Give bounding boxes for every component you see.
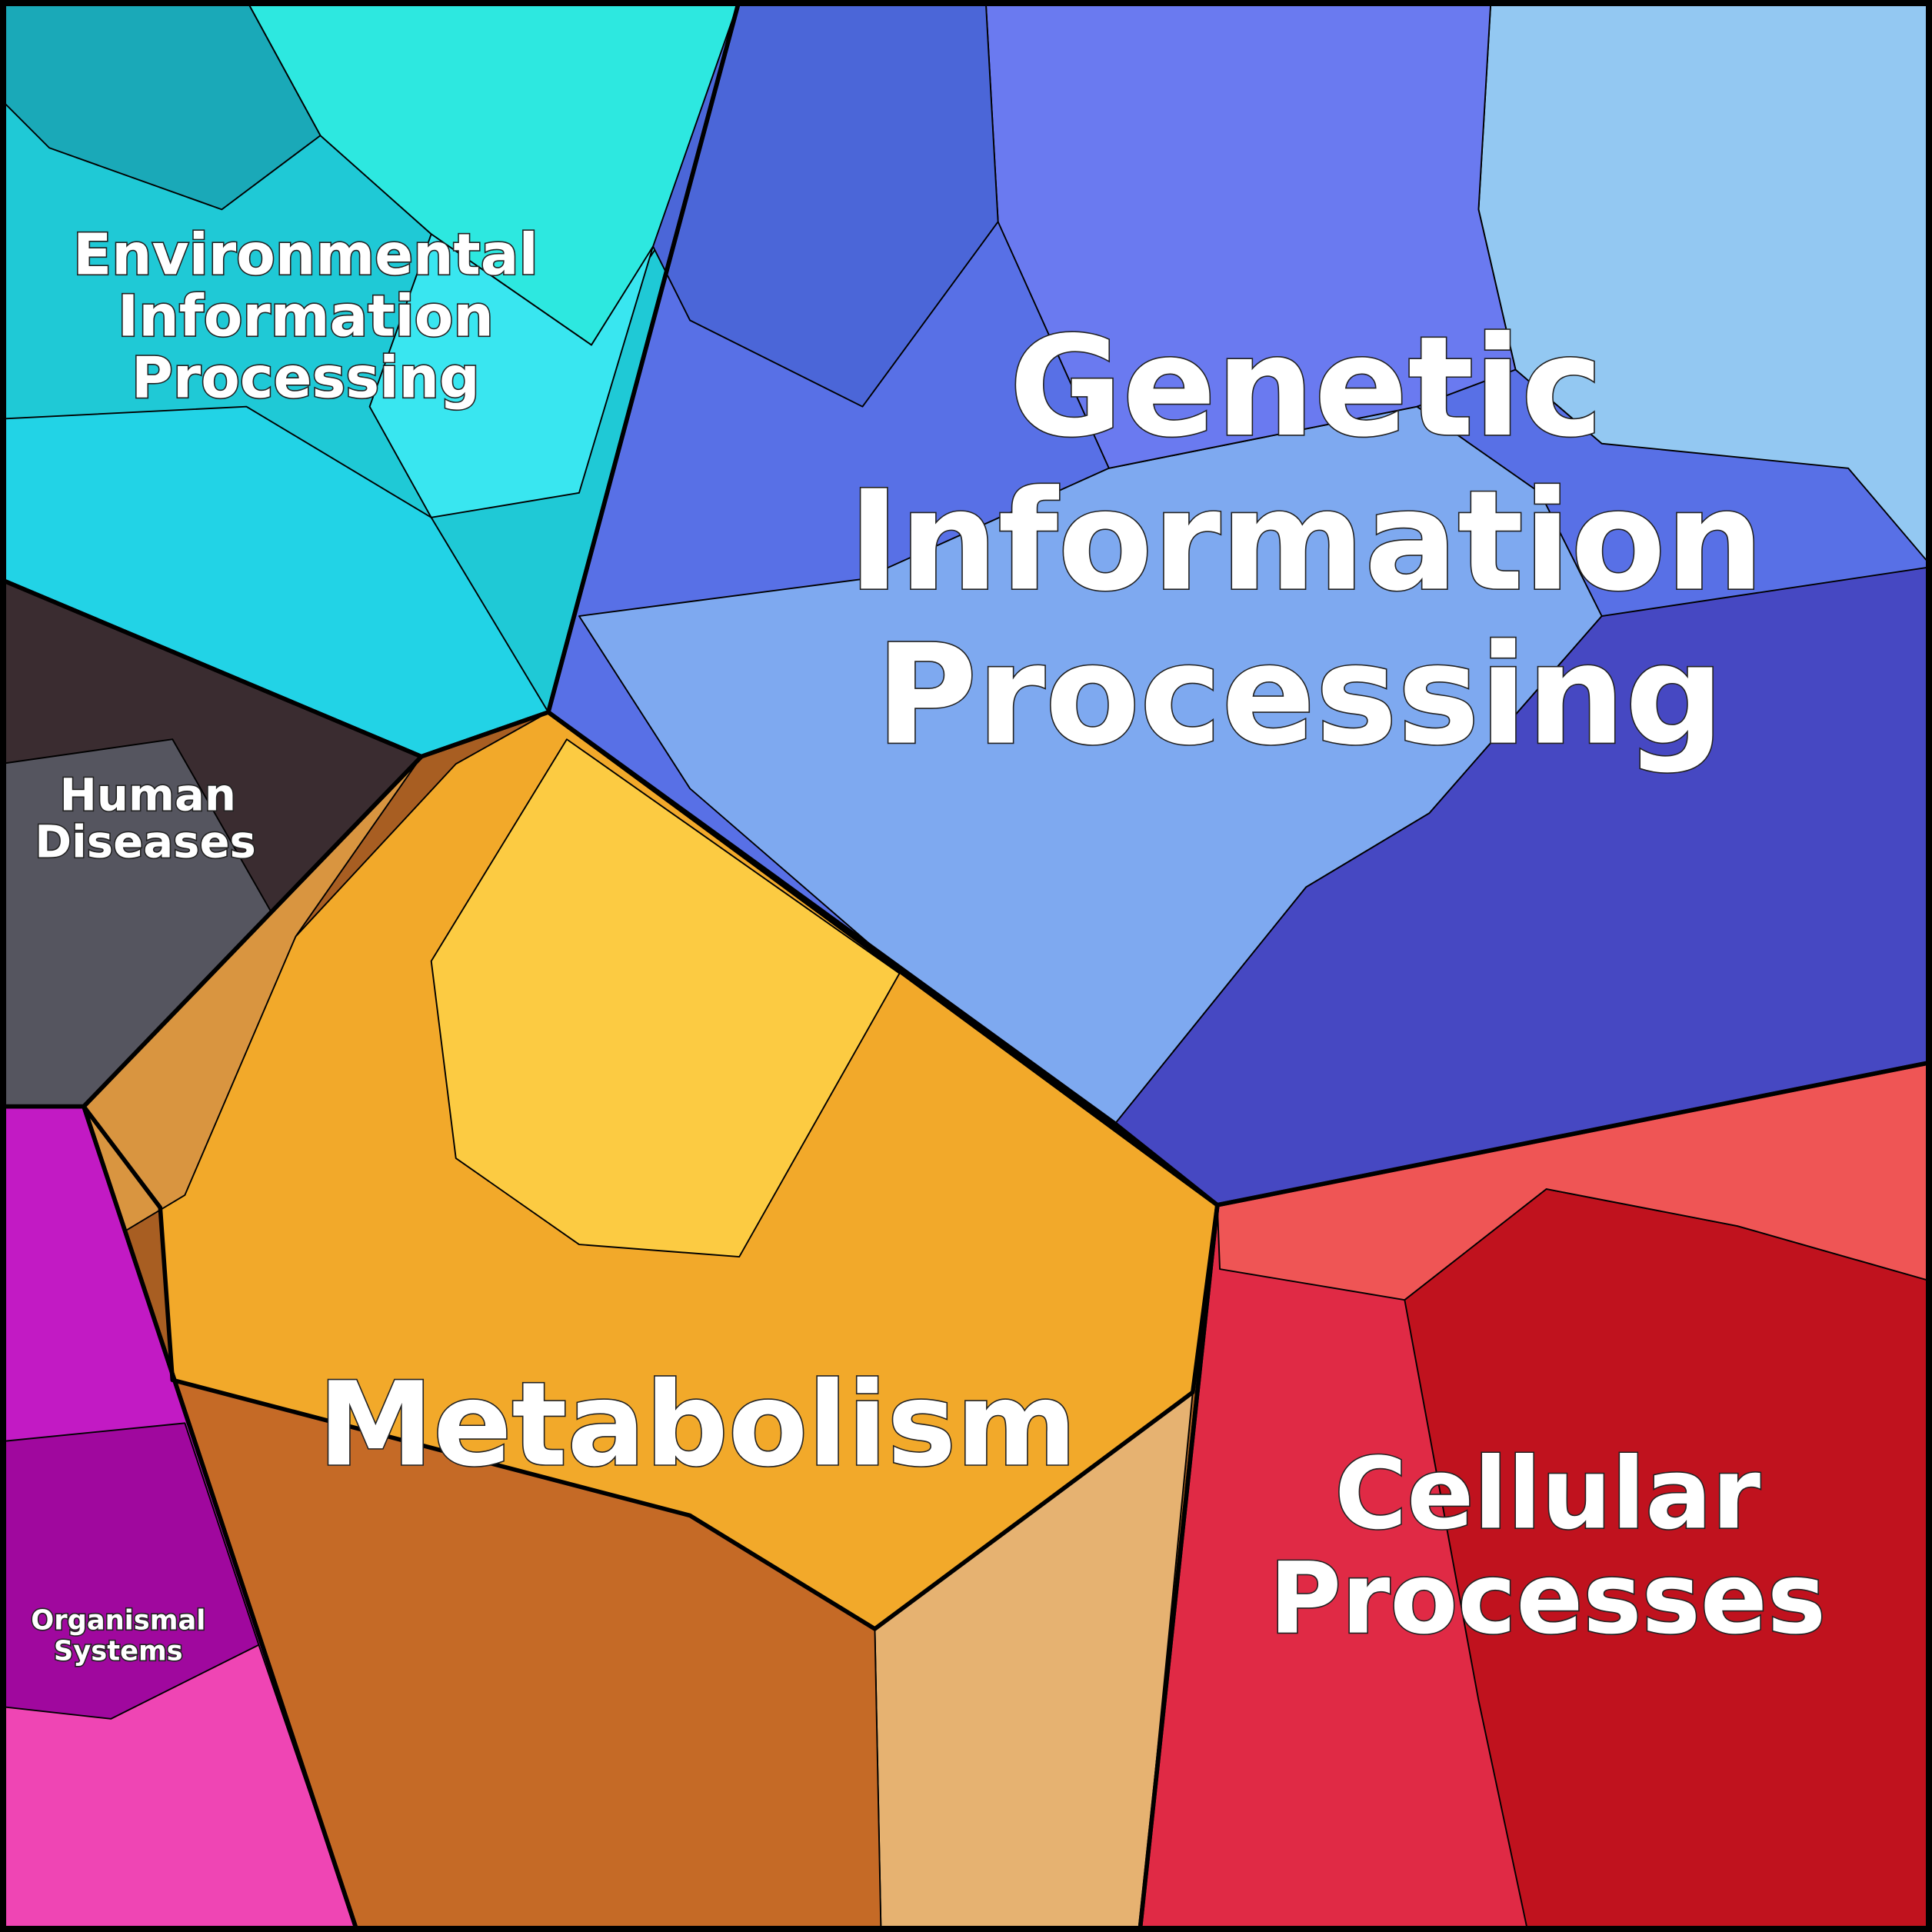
region-label: Diseases [35,816,256,868]
cell [1216,1061,1932,1301]
region-label: Cellular [1334,1437,1760,1551]
region-label: Processing [132,346,480,411]
region-label: Human [60,769,236,821]
region-label: Processing [876,615,1724,776]
region-label: Information [848,461,1764,621]
labels: Environmental Information Processing Gen… [30,222,1827,1668]
region-label: Organismal [31,1604,205,1636]
region-label: Genetic [1009,307,1603,468]
cell [0,0,321,211]
border [0,1104,360,1932]
cell [652,0,999,408]
region-label: Environmental [73,222,538,288]
cell [0,1422,260,1720]
border [82,710,1220,1631]
cell [368,233,655,518]
region-label: Metabolism [318,1357,1077,1492]
region-label: Processes [1269,1542,1826,1657]
region-label: Information [118,285,494,350]
region-label: Systems [54,1635,183,1667]
border [1138,1060,1932,1932]
cell [984,0,1517,469]
